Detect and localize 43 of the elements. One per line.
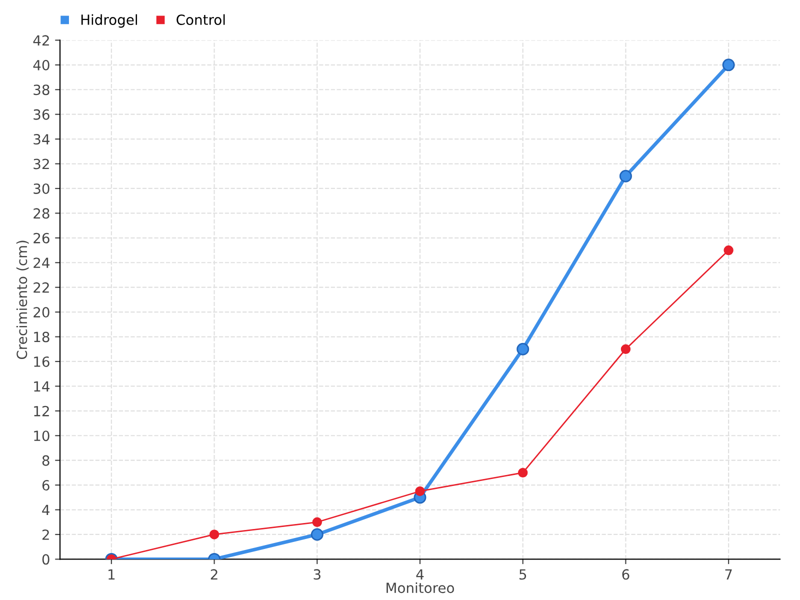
y-tick-label: 0 xyxy=(42,554,50,565)
point xyxy=(518,468,528,478)
point xyxy=(724,245,734,256)
y-tick-label: 38 xyxy=(34,84,50,96)
x-tick-label: 6 xyxy=(622,569,630,580)
y-tick-label: 32 xyxy=(34,158,49,170)
y-tick-label: 34 xyxy=(34,134,50,145)
y-axis-title: Crecimiento (cm) xyxy=(16,240,29,360)
point xyxy=(312,517,322,527)
legend-label: Control xyxy=(176,14,225,26)
y-tick-label: 14 xyxy=(34,381,50,392)
point xyxy=(310,528,324,541)
x-tick-label: 4 xyxy=(416,569,424,580)
x-tick-label: 5 xyxy=(520,569,526,580)
x-tick-label: 2 xyxy=(210,569,218,580)
y-tick-label: 30 xyxy=(34,183,50,194)
point xyxy=(209,530,220,540)
point xyxy=(516,342,530,356)
point xyxy=(619,170,632,182)
y-tick-label: 22 xyxy=(34,282,49,293)
x-tick-label: 3 xyxy=(314,569,320,580)
y-tick-label: 18 xyxy=(34,332,50,342)
y-tick-label: 26 xyxy=(34,232,50,244)
y-tick-label: 2 xyxy=(42,529,49,540)
y-tick-label: 42 xyxy=(33,35,49,46)
y-tick-label: 6 xyxy=(42,480,50,491)
point xyxy=(620,344,631,354)
y-tick-label: 20 xyxy=(34,307,50,318)
x-tick-label: 1 xyxy=(108,569,115,580)
y-tick-label: 8 xyxy=(42,455,50,466)
x-axis-title: Monitoreo xyxy=(386,582,454,594)
point xyxy=(415,486,425,496)
y-tick-label: 16 xyxy=(34,356,50,367)
y-tick-label: 4 xyxy=(42,504,50,516)
y-tick-label: 10 xyxy=(34,430,50,442)
y-tick-label: 40 xyxy=(33,60,50,70)
y-tick-label: 36 xyxy=(34,109,50,120)
x-tick-label: 7 xyxy=(725,569,732,580)
y-tick-label: 28 xyxy=(34,208,50,219)
y-tick-label: 24 xyxy=(34,258,50,268)
point xyxy=(722,58,735,72)
legend-label: Hidrogel xyxy=(81,14,137,28)
y-tick-label: 12 xyxy=(34,406,49,416)
